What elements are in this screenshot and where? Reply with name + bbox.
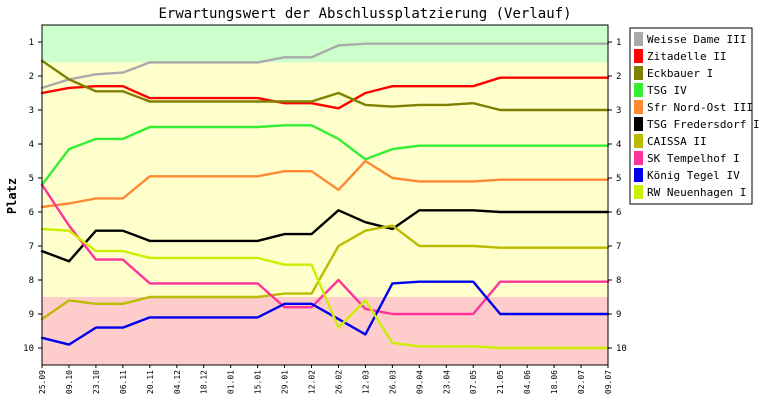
legend-swatch-eckbauer-i bbox=[634, 66, 643, 80]
x-tick-label-19: 18.06 bbox=[550, 370, 559, 394]
legend: Weisse Dame III Zitadelle II Eckbauer I TSG… bbox=[629, 27, 760, 205]
x-tick-label-11: 26.02 bbox=[334, 370, 343, 394]
legend-label-rw-neuenhagen-i: RW Neuenhagen I bbox=[647, 186, 746, 199]
y-tick-label-left-9: 9 bbox=[29, 310, 34, 320]
y-tick-label-left-4: 4 bbox=[29, 140, 34, 150]
x-tick-label-3: 06.11 bbox=[119, 370, 128, 394]
y-tick-label-left-3: 3 bbox=[29, 106, 34, 116]
series-line-tsg-iv bbox=[40, 124, 610, 187]
legend-label-tsg-fredersdorf-i: TSG Fredersdorf I bbox=[647, 118, 760, 131]
x-tick-label-17: 21.05 bbox=[496, 370, 505, 394]
plot-area: 1 1 2 2 3 3 4 4 5 5 6 6 7 7 8 8 9 9 10 10 25.09 09.10 23.10 06.… bbox=[23, 24, 627, 394]
legend-label-k-nig-tegel-iv: König Tegel IV bbox=[647, 169, 740, 182]
x-tick-label-0: 25.09 bbox=[38, 370, 47, 394]
y-tick-label-left-2: 2 bbox=[29, 72, 34, 82]
y-tick-label-right-4: 4 bbox=[616, 140, 621, 150]
y-tick-label-right-3: 3 bbox=[616, 106, 621, 116]
y-tick-label-right-10: 10 bbox=[616, 344, 627, 354]
y-tick-label-left-8: 8 bbox=[29, 276, 34, 286]
x-tick-label-13: 26.03 bbox=[388, 370, 397, 394]
y-axis-label: Platz bbox=[5, 178, 19, 214]
x-tick-label-12: 12.03 bbox=[361, 370, 370, 394]
x-tick-label-20: 02.07 bbox=[577, 370, 586, 394]
x-tick-label-9: 29.01 bbox=[281, 370, 290, 394]
y-tick-label-right-9: 9 bbox=[616, 310, 621, 320]
y-tick-label-left-5: 5 bbox=[29, 174, 34, 184]
x-tick-label-1: 09.10 bbox=[65, 370, 74, 394]
legend-swatch-sk-tempelhof-i bbox=[634, 151, 643, 165]
legend-swatch-tsg-iv bbox=[634, 83, 643, 97]
legend-label-eckbauer-i: Eckbauer I bbox=[647, 67, 713, 80]
y-tick-label-right-6: 6 bbox=[616, 208, 621, 218]
plot-frame bbox=[41, 24, 609, 366]
legend-label-sfr-nord-ost-iii: Sfr Nord-Ost III bbox=[647, 101, 753, 114]
series-line-caissa-ii bbox=[40, 224, 610, 321]
y-tick-label-right-2: 2 bbox=[616, 72, 621, 82]
legend-swatch-weisse-dame-iii bbox=[634, 32, 643, 46]
legend-box bbox=[629, 27, 753, 205]
y-tick-label-left-10: 10 bbox=[23, 344, 34, 354]
y-tick-label-left-7: 7 bbox=[29, 242, 34, 252]
x-tick-label-14: 09.04 bbox=[415, 370, 424, 394]
x-tick-label-15: 23.04 bbox=[442, 370, 451, 394]
series-line-k-nig-tegel-iv bbox=[40, 280, 610, 346]
y-tick-label-right-8: 8 bbox=[616, 276, 621, 286]
x-tick-label-18: 04.06 bbox=[523, 370, 532, 394]
y-tick-label-left-6: 6 bbox=[29, 208, 34, 218]
legend-swatch-zitadelle-ii bbox=[634, 49, 643, 63]
x-tick-label-6: 18.12 bbox=[200, 370, 209, 394]
series-line-weisse-dame-iii bbox=[40, 42, 610, 90]
y-tick-label-right-5: 5 bbox=[616, 174, 621, 184]
series-line-zitadelle-ii bbox=[40, 76, 610, 110]
y-tick-label-left-1: 1 bbox=[29, 38, 34, 48]
legend-swatch-k-nig-tegel-iv bbox=[634, 168, 643, 182]
legend-label-sk-tempelhof-i: SK Tempelhof I bbox=[647, 152, 740, 165]
chart-title: Erwartungswert der Abschlussplatzierung … bbox=[158, 6, 571, 22]
y-tick-label-right-7: 7 bbox=[616, 242, 621, 252]
x-tick-label-4: 20.11 bbox=[146, 370, 155, 394]
band-2 bbox=[42, 297, 608, 365]
legend-label-tsg-iv: TSG IV bbox=[647, 84, 687, 97]
legend-swatch-tsg-fredersdorf-i bbox=[634, 117, 643, 131]
x-tick-label-7: 01.01 bbox=[227, 370, 236, 394]
legend-swatch-sfr-nord-ost-iii bbox=[634, 100, 643, 114]
x-tick-label-21: 09.07 bbox=[604, 370, 613, 394]
series-line-tsg-fredersdorf-i bbox=[40, 209, 610, 263]
x-tick-label-8: 15.01 bbox=[254, 370, 263, 394]
series-line-eckbauer-i bbox=[40, 59, 610, 112]
series-line-rw-neuenhagen-i bbox=[40, 227, 610, 350]
x-tick-label-2: 23.10 bbox=[92, 370, 101, 394]
y-tick-label-right-1: 1 bbox=[616, 38, 621, 48]
legend-label-zitadelle-ii: Zitadelle II bbox=[647, 50, 726, 63]
x-tick-label-5: 04.12 bbox=[173, 370, 182, 394]
x-tick-label-10: 12.02 bbox=[308, 370, 317, 394]
legend-label-weisse-dame-iii: Weisse Dame III bbox=[647, 33, 746, 46]
legend-swatch-rw-neuenhagen-i bbox=[634, 185, 643, 199]
legend-swatch-caissa-ii bbox=[634, 134, 643, 148]
legend-label-caissa-ii: CAISSA II bbox=[647, 135, 707, 148]
x-tick-label-16: 07.05 bbox=[469, 370, 478, 394]
series-line-sfr-nord-ost-iii bbox=[40, 159, 610, 209]
